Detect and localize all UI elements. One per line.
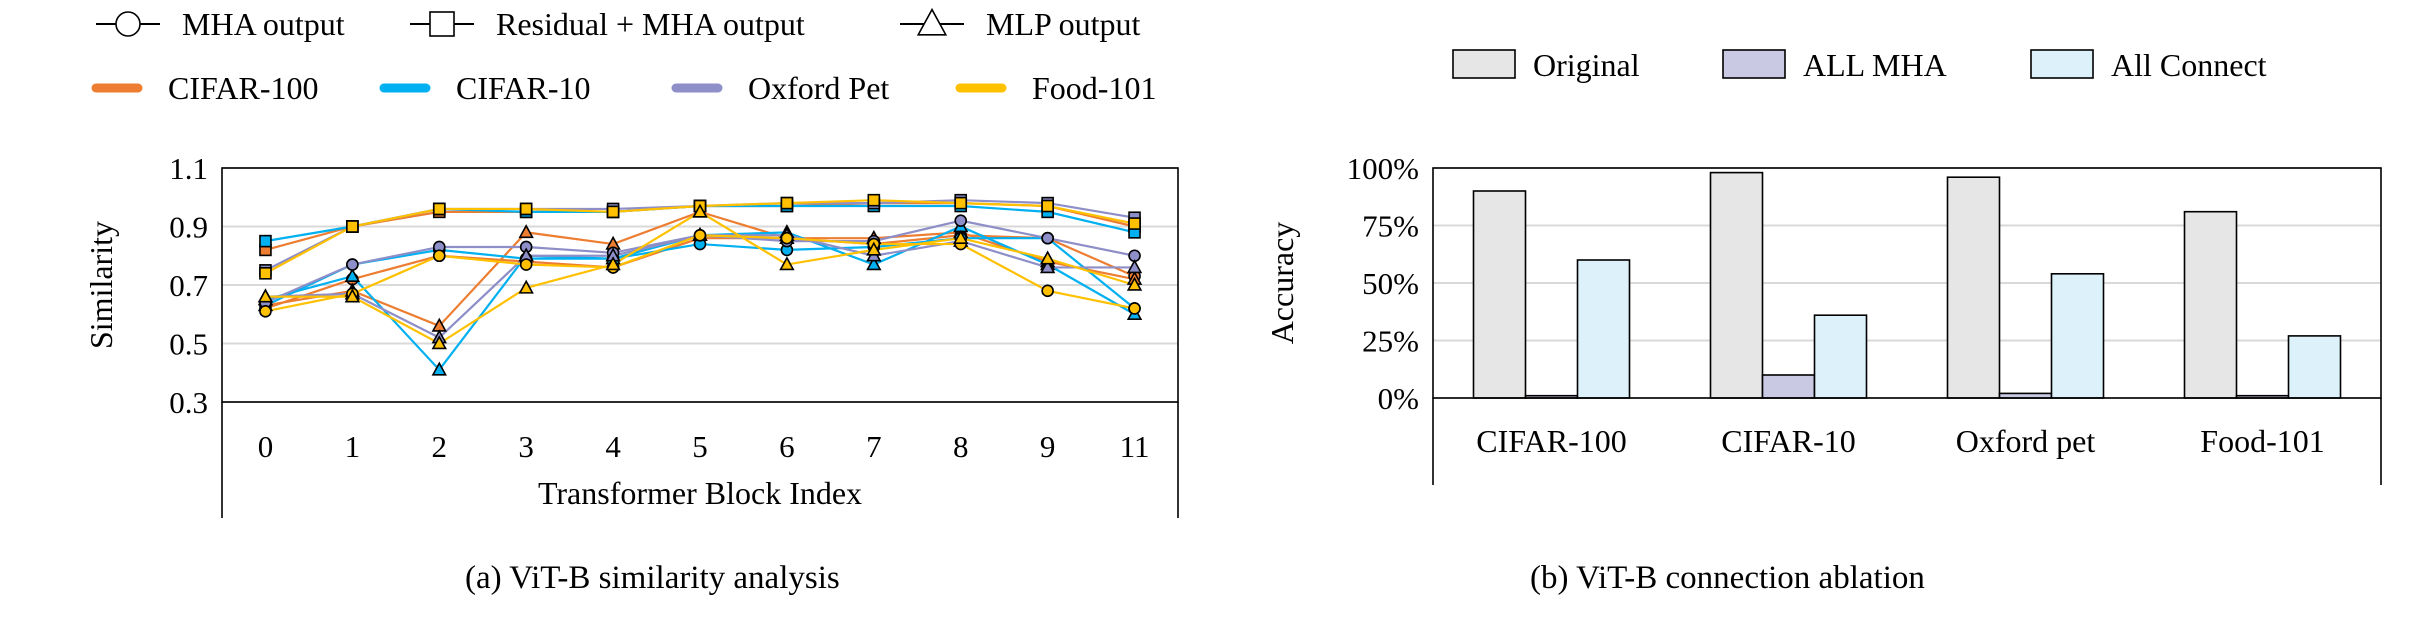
data-point (518, 279, 534, 294)
x-tick-label: 3 (518, 429, 534, 464)
data-point (780, 231, 794, 245)
x-tick-label: 5 (692, 429, 708, 464)
data-point (432, 249, 446, 263)
y-tick-label: 0.3 (169, 385, 208, 420)
x-tick-label: Oxford pet (1956, 423, 2096, 459)
bar (1472, 190, 1527, 399)
x-tick-label: CIFAR-10 (1721, 423, 1856, 459)
data-point (257, 288, 274, 303)
y-tick-label: 75% (1362, 209, 1419, 244)
y-tick-label: 50% (1362, 266, 1419, 301)
legend-color-label: Food-101 (1032, 70, 1156, 106)
legend-marker-label: Residual + MHA output (496, 6, 805, 42)
data-point (866, 256, 882, 271)
legend-color-label: Oxford Pet (748, 70, 889, 106)
legend-color-label: CIFAR-10 (456, 70, 591, 106)
x-tick-label: CIFAR-100 (1476, 423, 1627, 459)
legend-label: All Connect (2111, 47, 2267, 83)
legend-marker-square (429, 11, 455, 37)
data-point (1126, 259, 1143, 274)
bar (2183, 210, 2238, 399)
data-point (779, 256, 795, 271)
similarity-chart-panel: 0.3 0.5 0.7 0.9 1.1 0 1 2 3 4 5 6 7 8 9 11 Transformer B… (0, 0, 1205, 612)
data-point (344, 288, 361, 303)
bar (2287, 335, 2342, 399)
x-tick-label: 2 (432, 429, 448, 464)
data-point (1041, 199, 1054, 213)
data-point (867, 193, 881, 207)
data-point (954, 214, 968, 227)
legend-swatch (1722, 49, 1786, 79)
data-point (866, 241, 882, 256)
data-point (346, 220, 359, 233)
data-point (344, 267, 361, 282)
y-tick-label: 25% (1362, 324, 1419, 359)
data-point (259, 305, 272, 318)
x-tick-label: Food-101 (2200, 423, 2324, 459)
x-tick-label: 11 (1120, 429, 1150, 464)
bar (2050, 272, 2105, 399)
ablation-chart-caption: (b) ViT-B connection ablation (1530, 560, 1925, 596)
data-point (692, 203, 708, 218)
y-axis-title: Similarity (83, 221, 119, 349)
ablation-chart-panel: 0% 25% 50% 75% 100% CIFAR-100 CIFAR-10 Oxford p… (1205, 0, 2415, 612)
data-point (780, 196, 794, 210)
bar (1946, 176, 2001, 399)
bar (1576, 259, 1631, 399)
legend-marker-circle (115, 11, 141, 37)
x-tick-label: 1 (345, 429, 361, 464)
data-point (1128, 302, 1141, 315)
plot-frame (1432, 167, 2382, 399)
x-tick-label: 6 (779, 429, 795, 464)
x-axis-title: Transformer Block Index (538, 475, 862, 511)
x-tick-label: 0 (258, 429, 274, 464)
data-point (953, 229, 969, 244)
x-tick-label: 4 (605, 429, 621, 464)
data-point (259, 234, 272, 248)
legend-color-label: CIFAR-100 (168, 70, 319, 106)
bar (1761, 374, 1816, 399)
x-tick-label: 7 (866, 429, 882, 464)
ablation-chart: 0% 25% 50% 75% 100% CIFAR-100 CIFAR-10 Oxford p… (1264, 47, 2382, 485)
data-point (605, 256, 621, 271)
data-point (1126, 276, 1143, 291)
data-point (1128, 217, 1141, 230)
data-point (259, 266, 272, 280)
data-point (1041, 284, 1054, 298)
data-point (519, 202, 533, 216)
data-point (431, 361, 447, 376)
y-tick-label: 100% (1347, 151, 1419, 186)
data-point (606, 205, 620, 219)
legend-marker-triangle (916, 7, 948, 36)
legend-swatch (2030, 49, 2094, 79)
x-tick-label: 8 (953, 429, 969, 464)
data-point (519, 258, 533, 271)
y-tick-label: 0.9 (169, 210, 208, 245)
legend-label: ALL MHA (1803, 47, 1947, 83)
bar (1813, 314, 1868, 399)
y-tick-label: 0% (1378, 381, 1419, 416)
data-point (346, 258, 359, 271)
data-point (1039, 250, 1056, 265)
y-axis-title: Accuracy (1264, 222, 1300, 345)
data-point (693, 228, 707, 242)
data-point (1039, 259, 1056, 274)
legend-marker-label: MLP output (986, 6, 1141, 42)
y-tick-label: 0.5 (169, 327, 208, 362)
legend-label: Original (1533, 47, 1640, 83)
data-point (954, 196, 968, 210)
y-tick-label: 0.7 (169, 268, 208, 303)
legend-marker-label: MHA output (182, 6, 345, 42)
data-point (518, 224, 534, 239)
data-point (1041, 231, 1054, 245)
plot-frame (221, 167, 1179, 403)
y-tick-label: 1.1 (169, 151, 208, 186)
similarity-chart: 0.3 0.5 0.7 0.9 1.1 0 1 2 3 4 5 6 7 8 9 11 Transformer B… (83, 6, 1179, 518)
bar (1709, 171, 1764, 399)
x-tick-label: 9 (1040, 429, 1056, 464)
legend-swatch (1452, 49, 1516, 79)
data-point (432, 202, 446, 216)
data-point (431, 335, 447, 350)
similarity-chart-caption: (a) ViT-B similarity analysis (465, 560, 840, 596)
